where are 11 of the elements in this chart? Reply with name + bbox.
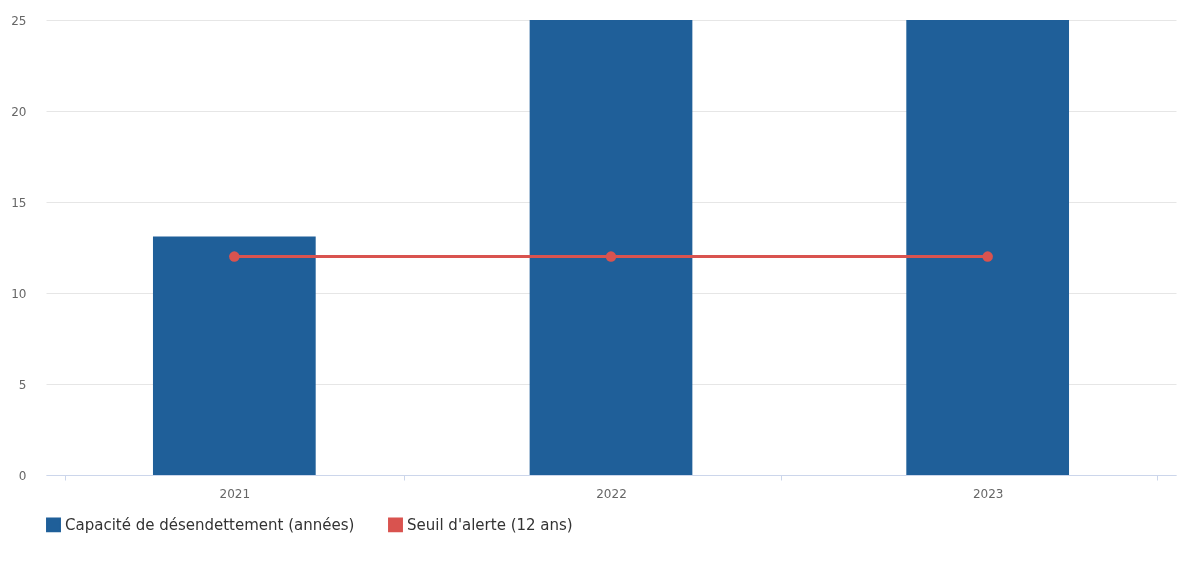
x-tick-label: 2022 [596,486,627,501]
x-tick-label: 2023 [972,486,1004,501]
y-tick-label: 0 [18,468,27,483]
x-tick-label: 2021 [219,486,251,501]
y-tick-label: 25 [11,13,27,28]
y-tick-label: 5 [18,377,27,392]
legend-label: Capacité de désendettement (années) [65,515,355,534]
y-tick-label: 20 [11,104,27,119]
y-tick-label: 10 [11,286,27,301]
legend-label: Seuil d'alerte (12 ans) [407,515,573,534]
y-tick-label: 15 [11,195,27,210]
